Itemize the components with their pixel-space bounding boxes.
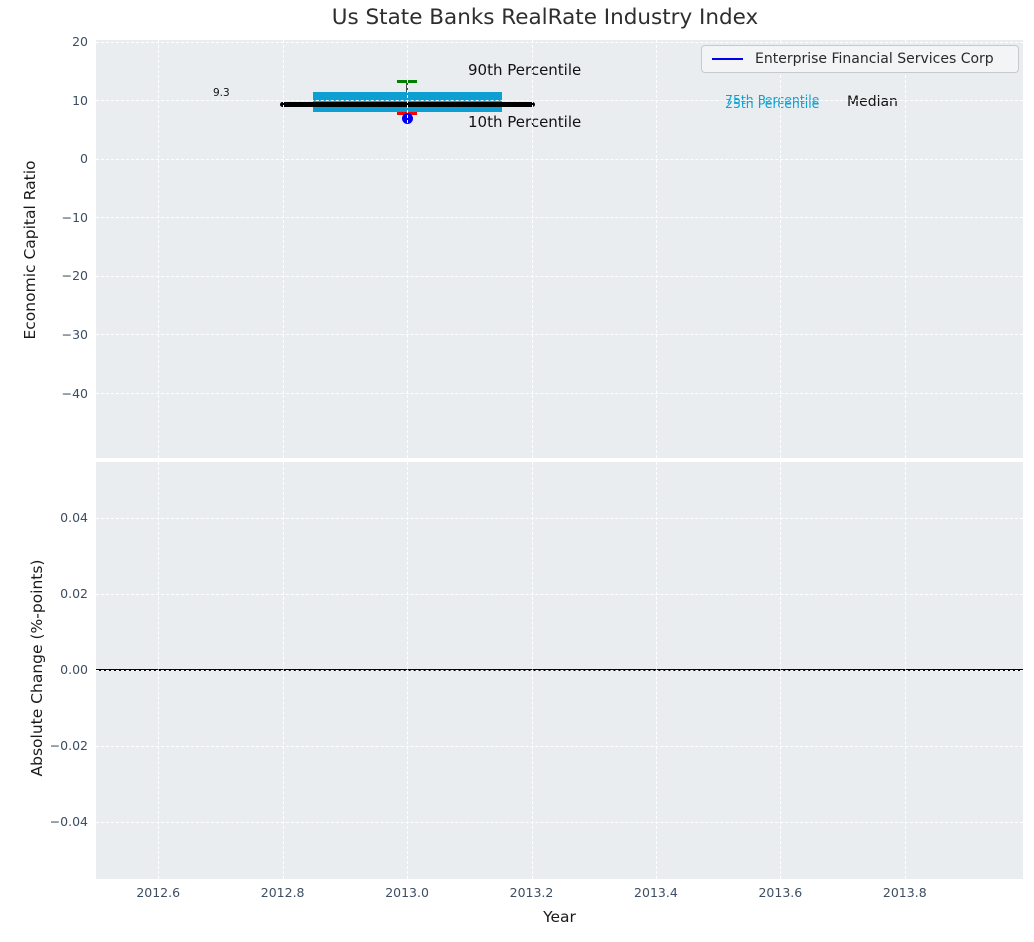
gridline [655, 462, 657, 879]
x-axis-label: Year [543, 908, 576, 926]
gridline [96, 821, 1023, 823]
legend-label: Enterprise Financial Services Corp [755, 51, 994, 67]
gridline [158, 462, 160, 879]
gridline [282, 40, 284, 458]
y-tick-label: −0.04 [49, 814, 88, 830]
gridline [655, 40, 657, 458]
x-tick-label: 2012.6 [136, 885, 181, 900]
gridline [96, 100, 1023, 102]
x-tick-label: 2013.8 [882, 885, 927, 900]
gridline [96, 158, 1023, 160]
gridline [904, 462, 906, 879]
y-tick-label: −20 [61, 268, 88, 284]
gridline [96, 669, 1023, 671]
gridline [904, 40, 906, 458]
gridline [96, 217, 1023, 219]
p75-annotation: 75th Percentile [725, 92, 820, 107]
gridline [531, 40, 533, 458]
y-tick-label: −10 [61, 209, 88, 225]
y-tick-label: −40 [61, 385, 88, 401]
y-tick-label: 20 [72, 34, 88, 50]
gridline [158, 40, 160, 458]
x-tick-label: 2012.8 [260, 885, 305, 900]
median-value-annotation: 9.3 [213, 87, 230, 99]
gridline [780, 462, 782, 879]
gridline [96, 593, 1023, 595]
gridline [531, 462, 533, 879]
y-tick-label: 0.02 [60, 586, 88, 602]
top-plot-area: 9.3 90th Percentile 10th Percentile 75th… [96, 40, 1023, 458]
gridline [96, 275, 1023, 277]
gridline [96, 517, 1023, 519]
p10-annotation: 10th Percentile [468, 113, 582, 131]
gridline [96, 393, 1023, 395]
x-tick-label: 2013.6 [758, 885, 803, 900]
gridline [407, 40, 409, 458]
legend-box: Enterprise Financial Services Corp [701, 45, 1019, 73]
legend-line-sample [712, 57, 743, 61]
gridline [407, 462, 409, 879]
y-tick-label: 0 [80, 151, 88, 167]
gridline [96, 41, 1023, 43]
median-word-annotation: Median [847, 94, 898, 110]
y-tick-label: −0.02 [49, 738, 88, 754]
y-tick-label: 10 [72, 92, 88, 108]
p90-annotation: 90th Percentile [468, 61, 582, 79]
gridline [96, 745, 1023, 747]
x-tick-label: 2013.4 [634, 885, 678, 900]
x-tick-label: 2013.2 [509, 885, 554, 900]
gridline [780, 40, 782, 458]
chart-title: Us State Banks RealRate Industry Index [331, 5, 759, 30]
gridline [282, 462, 284, 879]
y-tick-label: 0.00 [60, 662, 88, 678]
p25-annotation: 25th Percentile [725, 96, 820, 111]
y-tick-label: −30 [61, 326, 88, 342]
y-tick-label: 0.04 [60, 510, 88, 526]
x-tick-label: 2013.0 [385, 885, 429, 900]
gridline [96, 334, 1023, 336]
bottom-plot-area [96, 462, 1023, 879]
top-y-axis-label: Economic Capital Ratio [21, 160, 39, 340]
